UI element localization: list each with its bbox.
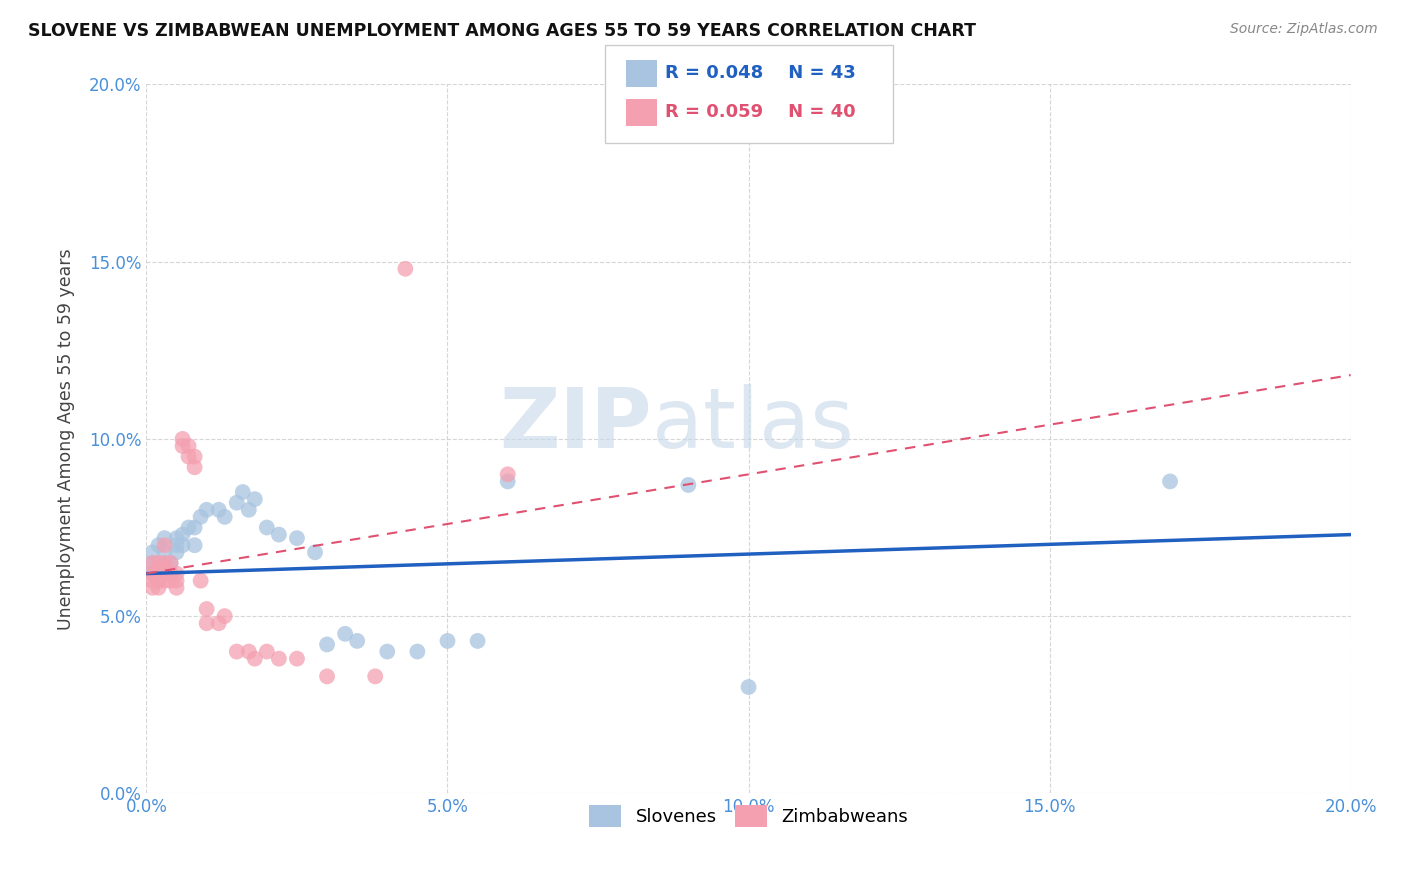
Point xyxy=(148,563,170,577)
Point xyxy=(141,556,163,570)
Point xyxy=(496,467,519,482)
Point xyxy=(256,520,278,534)
Point xyxy=(153,574,176,588)
Point xyxy=(195,503,218,517)
Point xyxy=(141,556,163,570)
Point xyxy=(195,616,218,631)
Point xyxy=(238,503,260,517)
Point xyxy=(214,509,236,524)
Point xyxy=(148,556,170,570)
Point xyxy=(467,634,489,648)
Text: Source: ZipAtlas.com: Source: ZipAtlas.com xyxy=(1230,22,1378,37)
Point xyxy=(406,644,429,658)
Point xyxy=(166,538,188,552)
Point xyxy=(177,450,200,464)
Point xyxy=(190,574,212,588)
Point xyxy=(267,527,290,541)
Point xyxy=(190,509,212,524)
Point xyxy=(316,669,339,683)
Point xyxy=(172,432,194,446)
Point xyxy=(232,485,254,500)
Point xyxy=(285,531,308,545)
Point xyxy=(148,574,170,588)
Point xyxy=(153,556,176,570)
Point xyxy=(243,492,266,507)
Point xyxy=(177,520,200,534)
Point xyxy=(159,556,181,570)
Point xyxy=(364,669,387,683)
Point xyxy=(148,574,170,588)
Point xyxy=(183,460,205,475)
Point xyxy=(316,638,339,652)
Text: R = 0.048    N = 43: R = 0.048 N = 43 xyxy=(665,64,856,82)
Point xyxy=(141,545,163,559)
Point xyxy=(225,644,247,658)
Text: R = 0.059    N = 40: R = 0.059 N = 40 xyxy=(665,103,856,121)
Point xyxy=(148,581,170,595)
Text: SLOVENE VS ZIMBABWEAN UNEMPLOYMENT AMONG AGES 55 TO 59 YEARS CORRELATION CHART: SLOVENE VS ZIMBABWEAN UNEMPLOYMENT AMONG… xyxy=(28,22,976,40)
Point xyxy=(304,545,326,559)
Point xyxy=(436,634,458,648)
Point xyxy=(496,475,519,489)
Point xyxy=(153,538,176,552)
Point xyxy=(153,563,176,577)
Point xyxy=(148,538,170,552)
Point xyxy=(333,627,356,641)
Point xyxy=(148,556,170,570)
Point xyxy=(394,261,416,276)
Point xyxy=(159,566,181,581)
Point xyxy=(208,616,231,631)
Point xyxy=(267,651,290,665)
Point xyxy=(166,574,188,588)
Point xyxy=(166,531,188,545)
Point xyxy=(238,644,260,658)
Point xyxy=(183,450,205,464)
Point xyxy=(256,644,278,658)
Point xyxy=(225,496,247,510)
Point xyxy=(141,566,163,581)
Text: ZIP: ZIP xyxy=(499,384,652,466)
Point xyxy=(141,574,163,588)
Point xyxy=(172,527,194,541)
Point xyxy=(208,503,231,517)
Point xyxy=(172,538,194,552)
Point xyxy=(195,602,218,616)
Point xyxy=(172,439,194,453)
Point xyxy=(153,545,176,559)
Point xyxy=(153,531,176,545)
Point xyxy=(346,634,368,648)
Point xyxy=(285,651,308,665)
Text: atlas: atlas xyxy=(652,384,853,466)
Point xyxy=(1159,475,1181,489)
Point xyxy=(159,574,181,588)
Point xyxy=(737,680,759,694)
Point xyxy=(166,581,188,595)
Point xyxy=(153,556,176,570)
Point xyxy=(214,609,236,624)
Point xyxy=(183,520,205,534)
Point xyxy=(166,566,188,581)
Y-axis label: Unemployment Among Ages 55 to 59 years: Unemployment Among Ages 55 to 59 years xyxy=(58,248,75,630)
Point xyxy=(159,566,181,581)
Point xyxy=(141,566,163,581)
Point xyxy=(166,545,188,559)
Point xyxy=(678,478,700,492)
Point xyxy=(159,556,181,570)
Point xyxy=(141,581,163,595)
Point xyxy=(148,563,170,577)
Point xyxy=(243,651,266,665)
Point xyxy=(183,538,205,552)
Point xyxy=(375,644,398,658)
Legend: Slovenes, Zimbabweans: Slovenes, Zimbabweans xyxy=(582,797,915,834)
Point xyxy=(148,563,170,577)
Point xyxy=(177,439,200,453)
